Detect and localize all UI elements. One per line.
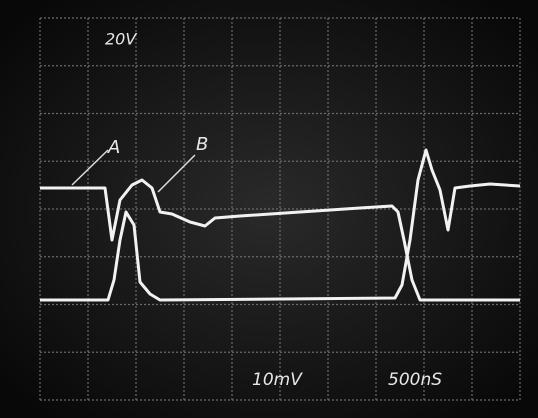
pointer-a	[71, 149, 109, 186]
sensitivity-label: 10mV	[252, 370, 303, 390]
trace-a	[40, 178, 520, 302]
trace-b	[40, 148, 521, 302]
volts-label: 20V	[105, 30, 137, 49]
graticule	[39, 17, 521, 401]
pointer-b	[157, 154, 196, 193]
timebase-label: 500nS	[388, 370, 442, 390]
trace-a-label: A	[107, 137, 120, 158]
trace-b-label: B	[196, 134, 208, 155]
